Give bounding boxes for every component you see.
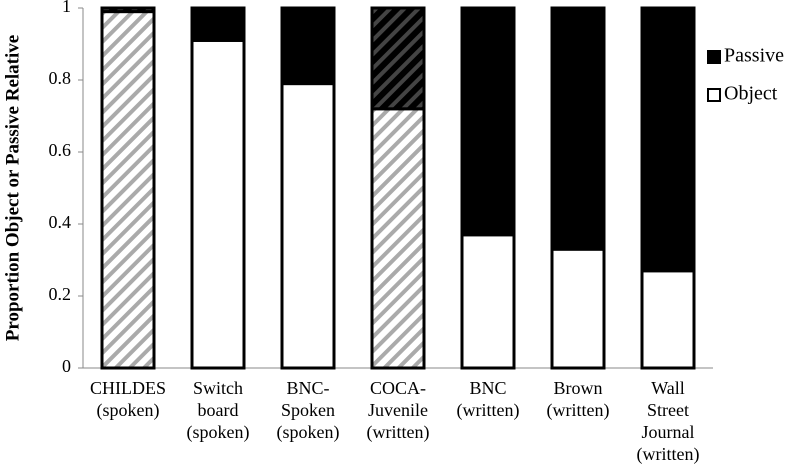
bar-segment xyxy=(100,6,156,14)
bar-segment xyxy=(370,6,426,111)
bar-segment xyxy=(640,269,696,370)
y-tick-label: 0.6 xyxy=(49,140,72,160)
y-tick-label: 0 xyxy=(62,356,71,376)
bar-segment xyxy=(280,6,336,86)
bar-segment xyxy=(280,82,336,370)
bar-segment xyxy=(460,6,516,237)
y-tick-label: 0.4 xyxy=(49,212,72,232)
bar-segment xyxy=(460,233,516,370)
y-tick-label: 1 xyxy=(62,0,71,16)
legend-swatch xyxy=(707,50,721,64)
bar-segment xyxy=(550,247,606,370)
legend-swatch xyxy=(707,88,721,102)
y-axis-label: Proportion Object or Passive Relative xyxy=(2,35,23,341)
legend-label: Passive xyxy=(724,45,784,67)
bar-segment xyxy=(640,6,696,273)
x-tick-label: Wall Street Journal (written) xyxy=(637,378,700,465)
x-tick-label: COCA-Juvenile (written) xyxy=(367,378,430,443)
x-tick-label: Brown (written) xyxy=(547,378,610,421)
y-tick-label: 0.8 xyxy=(49,68,72,88)
bar-segment xyxy=(550,6,606,251)
x-tick-label: CHILDES (spoken) xyxy=(90,378,166,421)
x-tick-label: BNC-Spoken (spoken) xyxy=(277,378,340,443)
legend-label: Object xyxy=(724,83,778,105)
bar-segment xyxy=(190,38,246,370)
x-tick-label: BNC (written) xyxy=(457,378,520,421)
x-tick-label: Switch board (spoken) xyxy=(187,378,250,443)
bar-segment xyxy=(370,107,426,370)
bar-segment xyxy=(190,6,246,42)
bar-segment xyxy=(100,10,156,370)
y-tick-label: 0.2 xyxy=(49,284,72,304)
